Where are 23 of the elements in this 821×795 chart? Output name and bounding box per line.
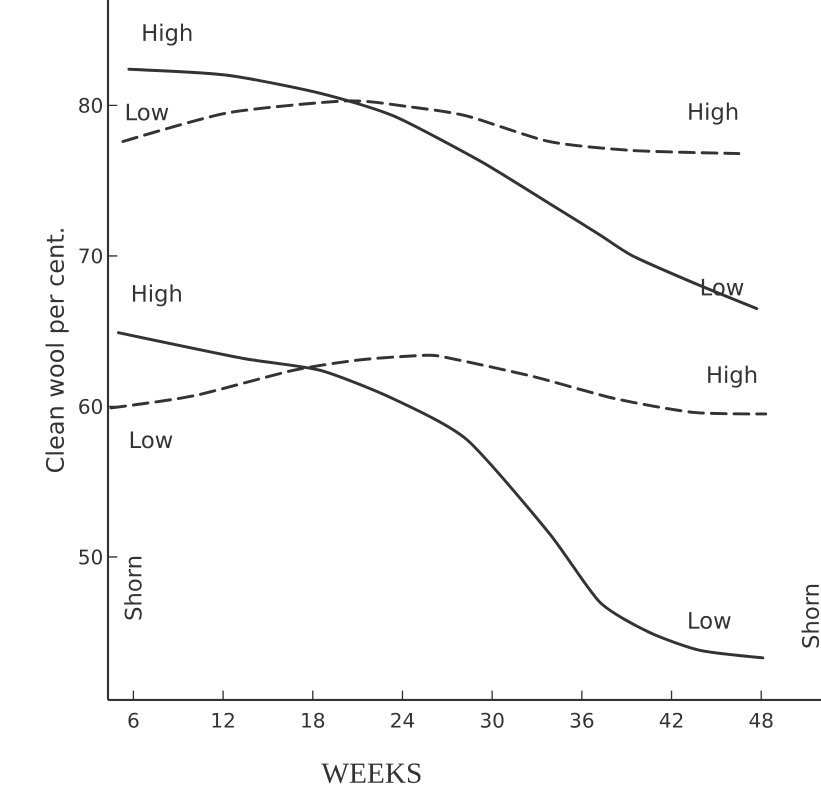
annotation: Low — [130, 432, 172, 448]
x-tick-label: 12 — [212, 712, 234, 728]
x-tick-label: 18 — [302, 712, 324, 728]
annotation: Low — [126, 104, 168, 121]
annotation: Shorn — [802, 584, 820, 648]
annotation: High — [689, 102, 738, 124]
y-axis-title: Clean wool per cent. — [45, 229, 69, 472]
y-tick-label: 80 — [79, 98, 102, 113]
y-tick-label: 70 — [79, 248, 102, 264]
x-tick-label: 24 — [391, 712, 414, 728]
annotation: Low — [689, 612, 731, 629]
annotation: High — [708, 366, 756, 388]
x-tick-label: 36 — [570, 712, 594, 728]
x-axis-title: WEEKS — [321, 763, 421, 784]
x-tick-label: 30 — [480, 712, 504, 728]
annotation: Shorn — [124, 556, 142, 620]
x-tick-label: 48 — [749, 712, 773, 728]
x-tick-label: 6 — [128, 712, 139, 728]
annotation: High — [132, 284, 181, 306]
annotation: High — [143, 24, 192, 46]
y-tick-label: 50 — [79, 549, 102, 565]
y-tick-label: 60 — [79, 398, 102, 414]
x-tick-label: 42 — [660, 712, 682, 728]
